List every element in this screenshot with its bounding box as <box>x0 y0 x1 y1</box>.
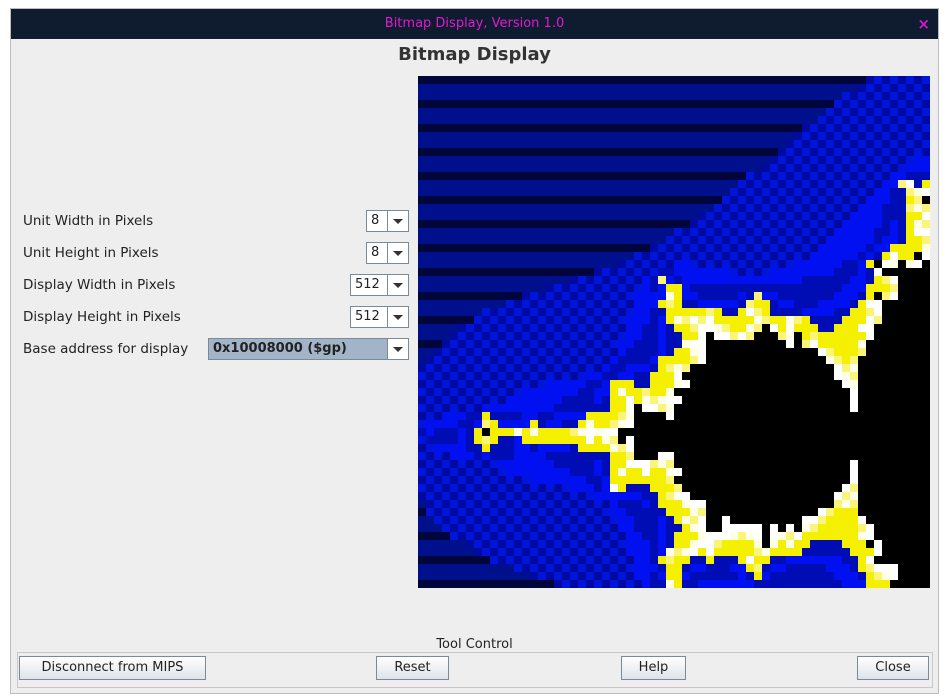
base-address-select[interactable]: 0x10008000 ($gp) <box>208 338 409 360</box>
bitmap-display-canvas <box>418 76 930 588</box>
unit-height-label: Unit Height in Pixels <box>23 245 159 261</box>
title-bar[interactable]: Bitmap Display, Version 1.0 × <box>11 9 938 39</box>
chevron-down-icon[interactable] <box>387 275 408 295</box>
page-title: Bitmap Display <box>398 44 551 65</box>
base-address-label: Base address for display <box>23 341 189 357</box>
chevron-down-icon[interactable] <box>387 339 408 359</box>
chevron-down-icon[interactable] <box>387 211 408 231</box>
tool-control-title: Tool Control <box>11 637 938 652</box>
display-height-label: Display Height in Pixels <box>23 309 181 325</box>
disconnect-button[interactable]: Disconnect from MIPS <box>19 656 206 680</box>
chevron-down-icon[interactable] <box>387 307 408 327</box>
bitmap-display-window: Bitmap Display, Version 1.0 × Bitmap Dis… <box>10 8 939 694</box>
unit-height-value: 8 <box>371 245 380 260</box>
window-title: Bitmap Display, Version 1.0 <box>384 16 565 31</box>
unit-width-value: 8 <box>371 213 380 228</box>
reset-button[interactable]: Reset <box>376 656 449 680</box>
display-width-select[interactable]: 512 <box>350 274 409 296</box>
display-width-value: 512 <box>355 277 380 292</box>
display-width-label: Display Width in Pixels <box>23 277 176 293</box>
unit-width-select[interactable]: 8 <box>366 210 409 232</box>
base-address-value: 0x10008000 ($gp) <box>213 341 347 356</box>
help-button[interactable]: Help <box>621 656 686 680</box>
display-height-value: 512 <box>355 309 380 324</box>
close-icon[interactable]: × <box>917 15 930 33</box>
unit-height-select[interactable]: 8 <box>366 242 409 264</box>
unit-width-label: Unit Width in Pixels <box>23 213 154 229</box>
chevron-down-icon[interactable] <box>387 243 408 263</box>
fractal-image <box>418 76 930 588</box>
tool-control-group <box>17 652 933 688</box>
close-button[interactable]: Close <box>857 656 929 680</box>
display-height-select[interactable]: 512 <box>350 306 409 328</box>
